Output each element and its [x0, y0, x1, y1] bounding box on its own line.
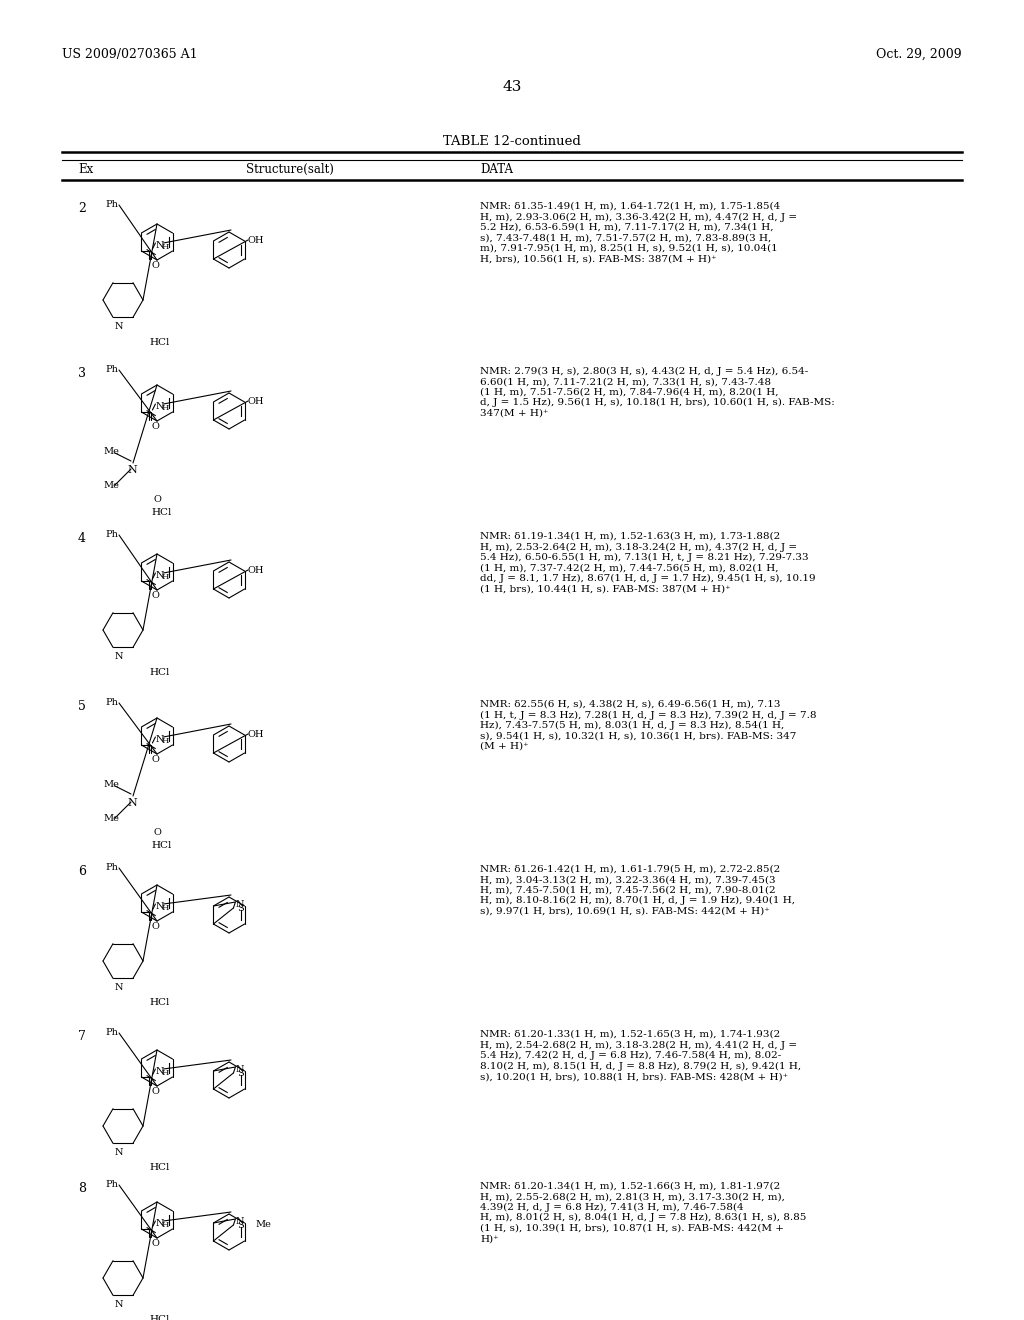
Text: TABLE 12-continued: TABLE 12-continued — [443, 135, 581, 148]
Text: N: N — [115, 322, 123, 331]
Text: 4: 4 — [78, 532, 86, 545]
Text: N: N — [156, 1067, 164, 1076]
Text: Ph: Ph — [105, 863, 118, 873]
Text: N: N — [236, 1065, 244, 1074]
Text: O: O — [152, 1239, 160, 1247]
Text: HCl: HCl — [150, 338, 169, 347]
Text: O: O — [152, 422, 160, 432]
Text: Oct. 29, 2009: Oct. 29, 2009 — [877, 48, 962, 61]
Text: N: N — [115, 652, 123, 661]
Text: HCl: HCl — [151, 508, 171, 517]
Text: O: O — [152, 1086, 160, 1096]
Text: OH: OH — [248, 236, 264, 246]
Text: HCl: HCl — [151, 841, 171, 850]
Text: H: H — [162, 1221, 169, 1229]
Text: Me: Me — [103, 814, 119, 822]
Text: N: N — [156, 735, 164, 744]
Text: Me: Me — [103, 447, 119, 455]
Text: HCl: HCl — [150, 668, 169, 677]
Text: S: S — [238, 904, 244, 913]
Text: NMR: 2.79(3 H, s), 2.80(3 H, s), 4.43(2 H, d, J = 5.4 Hz), 6.54-
6.60(1 H, m), 7: NMR: 2.79(3 H, s), 2.80(3 H, s), 4.43(2 … — [480, 367, 835, 418]
Text: HCl: HCl — [150, 998, 169, 1007]
Text: HCl: HCl — [150, 1315, 169, 1320]
Text: O: O — [152, 261, 160, 271]
Text: O: O — [153, 495, 161, 504]
Text: N: N — [115, 1300, 123, 1309]
Text: HCl: HCl — [150, 1163, 169, 1172]
Text: 5: 5 — [78, 700, 86, 713]
Text: Ph: Ph — [105, 366, 118, 374]
Text: NMR: δ1.20-1.33(1 H, m), 1.52-1.65(3 H, m), 1.74-1.93(2
H, m), 2.54-2.68(2 H, m): NMR: δ1.20-1.33(1 H, m), 1.52-1.65(3 H, … — [480, 1030, 801, 1081]
Text: N: N — [127, 465, 137, 475]
Text: N: N — [156, 572, 164, 579]
Text: 2: 2 — [78, 202, 86, 215]
Text: N: N — [236, 900, 244, 909]
Text: OH: OH — [248, 730, 264, 739]
Text: 6: 6 — [78, 865, 86, 878]
Text: H: H — [162, 904, 169, 912]
Text: Me: Me — [255, 1220, 271, 1229]
Text: O: O — [153, 828, 161, 837]
Text: Ex: Ex — [78, 162, 93, 176]
Text: Ph: Ph — [105, 698, 118, 708]
Text: N: N — [127, 799, 137, 808]
Text: DATA: DATA — [480, 162, 513, 176]
Text: O: O — [152, 591, 160, 601]
Text: OH: OH — [248, 566, 264, 576]
Text: Ph: Ph — [105, 201, 118, 209]
Text: N: N — [236, 1217, 244, 1226]
Text: Structure(salt): Structure(salt) — [246, 162, 334, 176]
Text: H: H — [162, 573, 169, 581]
Text: N: N — [156, 403, 164, 411]
Text: NMR: δ1.26-1.42(1 H, m), 1.61-1.79(5 H, m), 2.72-2.85(2
H, m), 3.04-3.13(2 H, m): NMR: δ1.26-1.42(1 H, m), 1.61-1.79(5 H, … — [480, 865, 795, 916]
Text: Me: Me — [103, 480, 119, 490]
Text: NMR: δ1.35-1.49(1 H, m), 1.64-1.72(1 H, m), 1.75-1.85(4
H, m), 2.93-3.06(2 H, m): NMR: δ1.35-1.49(1 H, m), 1.64-1.72(1 H, … — [480, 202, 797, 263]
Text: Me: Me — [103, 780, 119, 789]
Text: S: S — [238, 1069, 244, 1078]
Text: NMR: δ1.19-1.34(1 H, m), 1.52-1.63(3 H, m), 1.73-1.88(2
H, m), 2.53-2.64(2 H, m): NMR: δ1.19-1.34(1 H, m), 1.52-1.63(3 H, … — [480, 532, 816, 594]
Text: NMR: δ1.20-1.34(1 H, m), 1.52-1.66(3 H, m), 1.81-1.97(2
H, m), 2.55-2.68(2 H, m): NMR: δ1.20-1.34(1 H, m), 1.52-1.66(3 H, … — [480, 1181, 806, 1243]
Text: H: H — [162, 737, 169, 744]
Text: 3: 3 — [78, 367, 86, 380]
Text: 7: 7 — [78, 1030, 86, 1043]
Text: OH: OH — [248, 397, 264, 407]
Text: N: N — [115, 983, 123, 993]
Text: 8: 8 — [78, 1181, 86, 1195]
Text: H: H — [162, 404, 169, 412]
Text: H: H — [162, 1069, 169, 1077]
Text: O: O — [152, 755, 160, 764]
Text: US 2009/0270365 A1: US 2009/0270365 A1 — [62, 48, 198, 61]
Text: Ph: Ph — [105, 1028, 118, 1038]
Text: O: O — [152, 921, 160, 931]
Text: N: N — [115, 1148, 123, 1158]
Text: 43: 43 — [503, 81, 521, 94]
Text: Ph: Ph — [105, 1180, 118, 1189]
Text: H: H — [162, 243, 169, 251]
Text: N: N — [156, 902, 164, 911]
Text: NMR: δ2.55(6 H, s), 4.38(2 H, s), 6.49-6.56(1 H, m), 7.13
(1 H, t, J = 8.3 Hz), : NMR: δ2.55(6 H, s), 4.38(2 H, s), 6.49-6… — [480, 700, 816, 751]
Text: S: S — [238, 1221, 244, 1230]
Text: Ph: Ph — [105, 531, 118, 539]
Text: N: N — [156, 1218, 164, 1228]
Text: N: N — [156, 242, 164, 249]
